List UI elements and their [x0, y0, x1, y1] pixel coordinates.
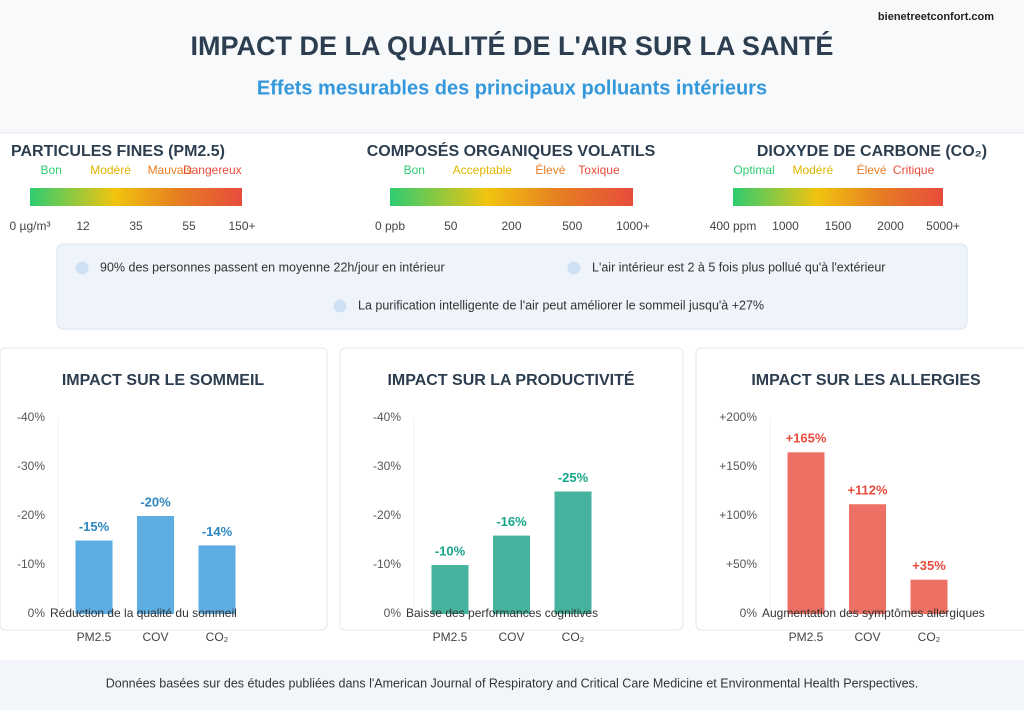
y-tick-label: -10%: [373, 557, 401, 571]
scale-level-label: Mauvais: [148, 163, 193, 177]
value-label: -10%: [435, 543, 466, 558]
fact-text: La purification intelligente de l'air pe…: [358, 298, 764, 312]
scale-title: COMPOSÉS ORGANIQUES VOLATILS: [367, 141, 656, 160]
y-tick-label: -20%: [373, 508, 401, 522]
chart-title: IMPACT SUR LA PRODUCTIVITÉ: [387, 370, 634, 389]
value-label: -25%: [558, 470, 589, 485]
y-tick-label: 0%: [28, 606, 46, 620]
y-tick-label: +50%: [726, 557, 757, 571]
chart-caption: Réduction de la qualité du sommeil: [50, 606, 237, 620]
bar: [910, 579, 948, 614]
scale-gradient-bar: [30, 188, 242, 206]
y-tick-label: -30%: [17, 459, 45, 473]
facts-box: [56, 243, 968, 330]
x-tick-label: PM2.5: [77, 630, 112, 644]
x-tick-label: COV: [854, 630, 880, 644]
scale-level-label: Toxique: [578, 163, 620, 177]
scale-level-label: Dangereux: [183, 163, 242, 177]
scale-tick-label: 1500: [825, 219, 852, 233]
y-tick-label: 0%: [740, 606, 758, 620]
x-tick-label: PM2.5: [789, 630, 824, 644]
scale-level-label: Acceptable: [453, 163, 513, 177]
scale-level-label: Optimal: [733, 163, 774, 177]
scale-tick-label: 0 µg/m³: [10, 219, 51, 233]
scale-tick-label: 55: [182, 219, 196, 233]
scale-tick-label: 200: [501, 219, 521, 233]
bar: [787, 452, 825, 614]
footer-background: [0, 660, 1024, 710]
fact-text: 90% des personnes passent en moyenne 22h…: [100, 260, 445, 274]
value-label: +112%: [847, 483, 888, 498]
page-subtitle: Effets mesurables des principaux polluan…: [257, 77, 767, 99]
fact-bullet: [567, 261, 581, 275]
chart-caption: Augmentation des symptômes allergiques: [762, 606, 985, 620]
scale-gradient-bar: [390, 188, 633, 206]
scale-tick-label: 500: [562, 219, 582, 233]
value-label: +35%: [912, 558, 946, 573]
x-tick-label: CO₂: [918, 630, 941, 644]
chart-panel: [695, 347, 1024, 631]
scale-tick-label: 1000+: [616, 219, 650, 233]
watermark: bienetreetconfort.com: [878, 11, 994, 23]
value-label: -20%: [140, 494, 171, 509]
chart-caption: Baisse des performances cognitives: [406, 606, 598, 620]
y-tick-label: +150%: [719, 459, 757, 473]
scale-tick-label: 12: [76, 219, 90, 233]
y-tick-label: 0%: [384, 606, 402, 620]
value-label: -15%: [79, 519, 110, 534]
y-tick-label: -40%: [373, 410, 401, 424]
scale-level-label: Modéré: [792, 163, 833, 177]
bar: [431, 565, 469, 614]
scale-tick-label: 1000: [772, 219, 799, 233]
y-tick-label: +100%: [719, 508, 757, 522]
y-tick-label: -20%: [17, 508, 45, 522]
page-title: IMPACT DE LA QUALITÉ DE L'AIR SUR LA SAN…: [191, 30, 834, 61]
bar: [198, 545, 236, 614]
scale-title: PARTICULES FINES (PM2.5): [11, 143, 225, 160]
chart-title: IMPACT SUR LES ALLERGIES: [751, 372, 981, 389]
x-tick-label: COV: [142, 630, 168, 644]
y-tick-label: -10%: [17, 557, 45, 571]
x-tick-label: CO₂: [206, 630, 229, 644]
scale-tick-label: 400 ppm: [710, 219, 757, 233]
bar: [849, 504, 886, 614]
scale-tick-label: 5000+: [926, 219, 960, 233]
chart-title: IMPACT SUR LE SOMMEIL: [62, 372, 265, 389]
scale-level-label: Élevé: [857, 162, 887, 177]
chart-panel: [339, 347, 684, 631]
scale-level-label: Critique: [893, 163, 935, 177]
scale-tick-label: 2000: [877, 219, 904, 233]
scale-level-label: Élevé: [535, 162, 565, 177]
value-label: +165%: [786, 431, 827, 446]
bar: [493, 535, 530, 614]
bar: [75, 540, 113, 614]
fact-bullet: [333, 299, 347, 313]
scale-tick-label: 50: [444, 219, 458, 233]
value-label: -14%: [202, 524, 233, 539]
scale-gradient-bar: [733, 188, 943, 206]
scale-level-label: Bon: [404, 163, 425, 177]
fact-bullet: [75, 261, 89, 275]
header-background: [0, 0, 1024, 133]
scale-level-label: Bon: [41, 163, 62, 177]
value-label: -16%: [496, 514, 527, 529]
bar: [137, 516, 174, 614]
scale-tick-label: 150+: [228, 219, 255, 233]
x-tick-label: CO₂: [562, 630, 585, 644]
fact-text: L'air intérieur est 2 à 5 fois plus poll…: [592, 260, 885, 274]
scale-level-label: Modéré: [90, 163, 131, 177]
y-tick-label: +200%: [719, 410, 757, 424]
scale-tick-label: 0 ppb: [375, 219, 405, 233]
scale-title: DIOXYDE DE CARBONE (CO₂): [757, 143, 987, 160]
y-tick-label: -40%: [17, 410, 45, 424]
x-tick-label: PM2.5: [433, 630, 468, 644]
x-tick-label: COV: [498, 630, 524, 644]
scale-tick-label: 35: [129, 219, 143, 233]
bar: [554, 491, 592, 614]
y-tick-label: -30%: [373, 459, 401, 473]
footer-note: Données basées sur des études publiées d…: [106, 676, 919, 690]
